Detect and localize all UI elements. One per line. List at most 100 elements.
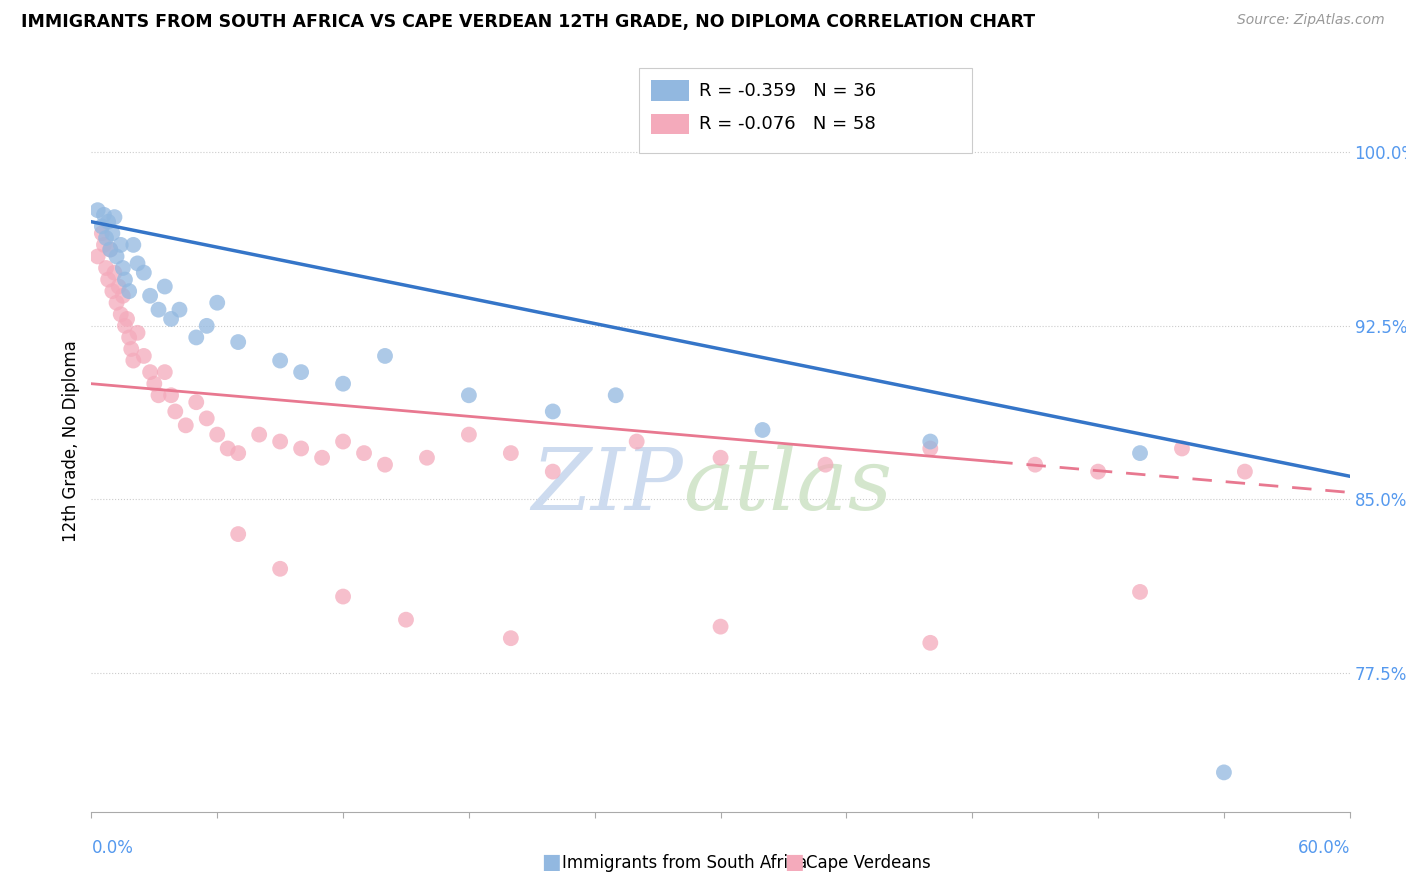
Point: [1129, 446, 1152, 460]
Point: [226, 527, 249, 541]
Point: [205, 427, 228, 442]
Point: [110, 238, 132, 252]
Point: [111, 260, 134, 275]
Point: [114, 318, 136, 333]
Point: [195, 411, 218, 425]
Point: [93, 238, 115, 252]
Text: R = -0.359   N = 36: R = -0.359 N = 36: [699, 81, 876, 100]
Point: [751, 423, 773, 437]
Text: ■: ■: [785, 853, 804, 872]
Point: [269, 562, 291, 576]
Point: [101, 227, 124, 241]
Point: [118, 330, 141, 344]
Point: [111, 289, 134, 303]
Point: [118, 284, 141, 298]
Point: [148, 302, 170, 317]
Point: [626, 434, 648, 449]
Point: [127, 326, 149, 340]
Text: Cape Verdeans: Cape Verdeans: [806, 855, 931, 872]
Point: [499, 631, 522, 645]
Point: [1129, 585, 1152, 599]
Point: [541, 404, 564, 418]
Text: atlas: atlas: [683, 444, 891, 527]
Point: [332, 590, 354, 604]
Point: [290, 365, 312, 379]
Point: [1087, 465, 1109, 479]
Text: IMMIGRANTS FROM SOUTH AFRICA VS CAPE VERDEAN 12TH GRADE, NO DIPLOMA CORRELATION : IMMIGRANTS FROM SOUTH AFRICA VS CAPE VER…: [21, 13, 1035, 31]
Text: 60.0%: 60.0%: [1298, 839, 1350, 857]
Point: [153, 365, 176, 379]
Point: [290, 442, 312, 456]
Point: [186, 330, 208, 344]
Point: [709, 619, 731, 633]
Point: [499, 446, 522, 460]
Point: [165, 404, 187, 418]
Point: [332, 376, 354, 391]
Point: [605, 388, 627, 402]
FancyBboxPatch shape: [638, 68, 973, 153]
Point: [97, 215, 120, 229]
Point: [143, 376, 166, 391]
Point: [160, 388, 183, 402]
Point: [160, 312, 183, 326]
Point: [110, 307, 132, 321]
Point: [205, 295, 228, 310]
Point: [709, 450, 731, 465]
Text: ■: ■: [541, 853, 561, 872]
Point: [920, 636, 942, 650]
Point: [139, 365, 162, 379]
Point: [98, 243, 121, 257]
Point: [186, 395, 208, 409]
Point: [90, 227, 112, 241]
Point: [101, 284, 124, 298]
Point: [103, 266, 125, 280]
Point: [97, 272, 120, 286]
Point: [920, 434, 942, 449]
Point: [105, 295, 128, 310]
Text: Source: ZipAtlas.com: Source: ZipAtlas.com: [1237, 13, 1385, 28]
Point: [122, 238, 145, 252]
Point: [226, 446, 249, 460]
Point: [120, 342, 142, 356]
Point: [416, 450, 439, 465]
Point: [247, 427, 270, 442]
Point: [1171, 442, 1194, 456]
Point: [195, 318, 218, 333]
Point: [98, 243, 121, 257]
Point: [139, 289, 162, 303]
Point: [814, 458, 837, 472]
Text: ZIP: ZIP: [531, 444, 683, 527]
Text: 0.0%: 0.0%: [91, 839, 134, 857]
Point: [311, 450, 333, 465]
Point: [457, 388, 479, 402]
Point: [153, 279, 176, 293]
Point: [127, 256, 149, 270]
Point: [103, 210, 125, 224]
Point: [90, 219, 112, 234]
Point: [217, 442, 239, 456]
Point: [920, 442, 942, 456]
Point: [1213, 765, 1236, 780]
Point: [93, 208, 115, 222]
Point: [94, 260, 117, 275]
Point: [541, 465, 564, 479]
Point: [122, 353, 145, 368]
Text: R = -0.076   N = 58: R = -0.076 N = 58: [699, 115, 876, 133]
FancyBboxPatch shape: [651, 113, 689, 135]
Point: [86, 203, 108, 218]
Point: [1233, 465, 1256, 479]
Point: [148, 388, 170, 402]
Point: [353, 446, 375, 460]
Point: [269, 353, 291, 368]
Point: [332, 434, 354, 449]
Y-axis label: 12th Grade, No Diploma: 12th Grade, No Diploma: [62, 341, 80, 542]
Point: [226, 334, 249, 349]
Point: [457, 427, 479, 442]
Point: [114, 272, 136, 286]
Point: [86, 249, 108, 263]
Point: [174, 418, 197, 433]
Point: [115, 312, 138, 326]
Point: [107, 279, 129, 293]
Text: Immigrants from South Africa: Immigrants from South Africa: [562, 855, 807, 872]
Point: [132, 349, 155, 363]
